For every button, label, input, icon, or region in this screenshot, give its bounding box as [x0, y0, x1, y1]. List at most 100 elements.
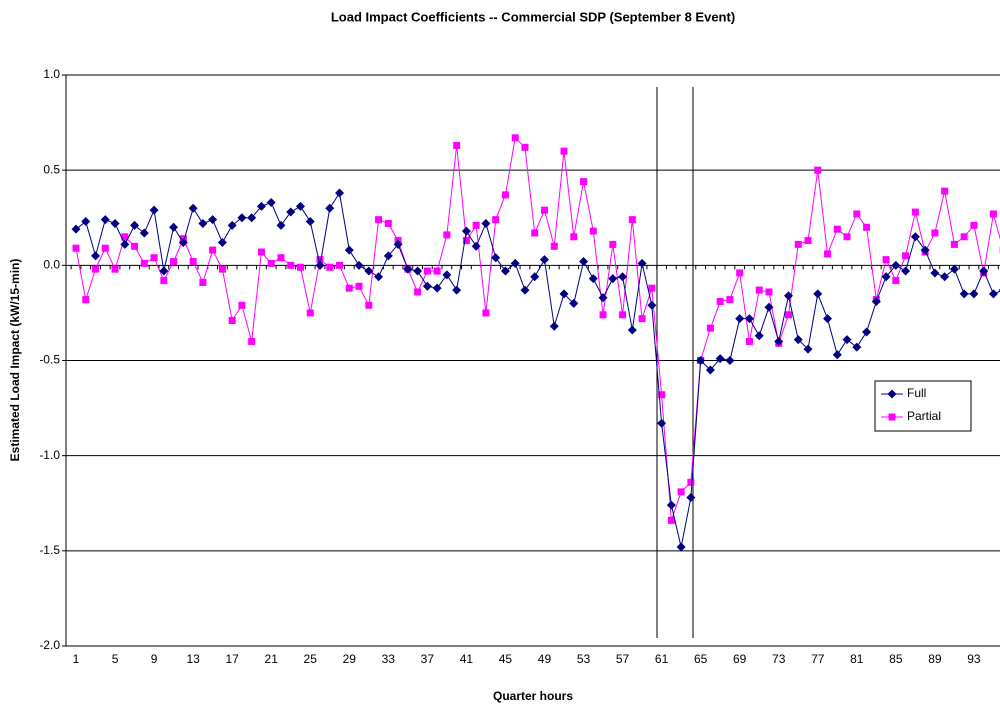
point [247, 213, 257, 223]
point [715, 354, 725, 364]
point [638, 315, 646, 323]
point [267, 259, 275, 267]
point [882, 256, 890, 264]
series-line [75, 191, 1000, 548]
point [726, 296, 734, 304]
point [588, 274, 598, 284]
point [853, 210, 861, 218]
point [871, 296, 881, 306]
x-axis-title: Quarter hours [493, 689, 573, 703]
point [755, 286, 763, 294]
point [336, 261, 344, 269]
point [540, 206, 548, 214]
x-tick-label: 85 [889, 652, 903, 666]
point [296, 263, 304, 271]
point [238, 301, 246, 309]
point [286, 207, 296, 217]
point [549, 321, 559, 331]
x-tick-label: 1 [73, 652, 80, 666]
point [589, 227, 597, 235]
point [295, 201, 305, 211]
point [326, 263, 334, 271]
point [559, 289, 569, 299]
point [422, 281, 432, 291]
point [130, 220, 140, 230]
point [452, 285, 462, 295]
point [648, 284, 656, 292]
point [598, 293, 608, 303]
y-tick-label: 1.0 [43, 67, 60, 81]
point [569, 298, 579, 308]
point [892, 277, 900, 285]
point [902, 252, 910, 260]
x-tick-label: 9 [151, 652, 158, 666]
point [227, 220, 237, 230]
point [657, 418, 667, 428]
point [560, 147, 568, 155]
chart-title: Load Impact Coefficients -- Commercial S… [331, 9, 735, 24]
point [687, 478, 695, 486]
point [988, 289, 998, 299]
point [111, 265, 119, 273]
x-tick-label: 81 [850, 652, 864, 666]
point [121, 233, 129, 241]
x-tick-label: 49 [538, 652, 552, 666]
point [823, 314, 833, 324]
point [520, 285, 530, 295]
point [198, 218, 208, 228]
point [774, 336, 784, 346]
x-tick-label: 69 [733, 652, 747, 666]
point [969, 289, 979, 299]
point [374, 272, 384, 282]
point [120, 239, 130, 249]
point [764, 302, 774, 312]
point [81, 217, 91, 227]
point [491, 253, 501, 263]
point [237, 213, 247, 223]
point [501, 191, 509, 199]
point [150, 254, 158, 262]
point [209, 246, 217, 254]
point [852, 342, 862, 352]
x-tick-label: 77 [811, 652, 825, 666]
x-tick-label: 25 [304, 652, 318, 666]
x-tick-label: 93 [967, 652, 981, 666]
point [413, 266, 423, 276]
x-tick-label: 21 [265, 652, 279, 666]
point [423, 267, 431, 275]
point [383, 251, 393, 261]
point [637, 258, 647, 268]
point [266, 198, 276, 208]
point [305, 217, 315, 227]
point [354, 260, 364, 270]
legend-label: Partial [907, 409, 941, 423]
point [599, 311, 607, 319]
point [277, 254, 285, 262]
point [531, 229, 539, 237]
point [472, 221, 480, 229]
point [492, 216, 500, 224]
point [959, 289, 969, 299]
point [920, 245, 930, 255]
x-tick-label: 61 [655, 652, 669, 666]
y-axis-title: Estimated Load Impact (kW/15-min) [8, 259, 22, 462]
x-tick-label: 45 [499, 652, 513, 666]
point [658, 391, 666, 399]
point [901, 266, 911, 276]
point [716, 297, 724, 305]
point [725, 356, 735, 365]
point [580, 178, 588, 186]
point [189, 258, 197, 266]
point [686, 493, 696, 503]
point [199, 278, 207, 286]
point [365, 301, 373, 309]
legend-marker [888, 413, 896, 421]
point [521, 143, 529, 151]
point [178, 237, 188, 247]
point [863, 223, 871, 231]
point [804, 237, 812, 245]
series [72, 134, 1000, 524]
point [316, 256, 324, 264]
